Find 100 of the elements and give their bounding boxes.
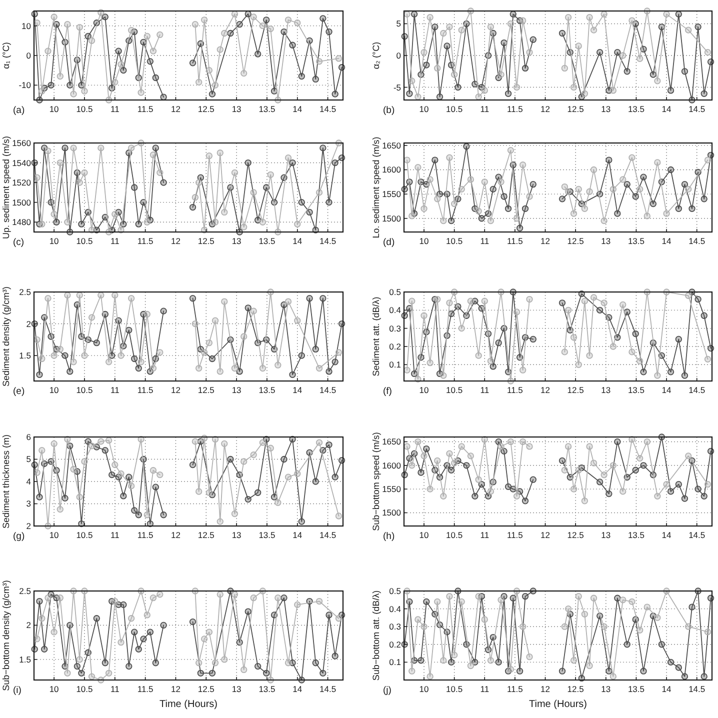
x-tick-label: 14 [292,236,302,246]
point [472,492,478,500]
point [487,217,494,224]
point [426,673,434,680]
point [614,594,621,602]
x-tick-label: 14.5 [688,104,706,114]
point [156,169,164,176]
point [93,340,100,346]
point [105,358,112,366]
x-tick-label: 10 [49,385,60,395]
point [189,618,196,626]
point [250,451,257,458]
point [34,174,40,181]
point [624,641,630,648]
point [131,507,138,514]
point [475,593,482,600]
point [450,200,458,208]
point [681,372,688,379]
point [522,205,529,212]
point [267,444,274,452]
point [498,443,504,450]
point [667,87,674,94]
point [289,371,296,378]
point [140,636,147,642]
point [146,58,154,65]
point [575,42,582,50]
x-tick-label: 13 [232,236,242,246]
y-tick-label: 0.1 [389,360,402,370]
point [564,605,572,612]
point [326,441,332,448]
point [335,55,342,62]
point [316,189,323,196]
text: (h) [383,531,395,542]
point [216,46,224,53]
point [332,159,338,166]
x-tick-label: 14 [662,530,672,540]
point [254,216,262,224]
point [500,448,508,455]
point [414,164,422,171]
point [62,144,68,152]
x-tick-label: 11 [480,236,490,246]
x-tick-label: 14 [662,684,672,694]
point [420,452,428,460]
y-tick-label: 3 [26,498,32,509]
point [76,24,83,31]
x-tick-label: 11 [480,684,490,694]
point [312,660,319,666]
point [131,628,138,636]
x-tick-label: 14.5 [688,385,706,395]
point [663,10,670,18]
point [200,16,208,24]
point [150,48,157,54]
x-tick-label: 11 [110,236,120,246]
point [526,296,533,303]
text: (f) [383,386,392,397]
point [244,159,252,166]
y-axis-title: Sediment density (g/cm³) [1,286,12,387]
point [564,443,572,450]
point [76,656,83,663]
point [140,38,147,46]
y-tick-label: 10 [22,20,32,31]
x-tick-label: 14.5 [688,530,706,540]
point [120,492,127,500]
point [420,49,428,56]
point [250,308,257,314]
point [620,596,626,604]
point [320,670,326,676]
point [316,58,323,65]
point [126,662,132,670]
point [632,466,639,474]
point [102,14,108,20]
x-tick-label: 13.5 [258,104,276,114]
point [206,340,213,346]
point [259,439,266,446]
point [526,49,533,56]
point [131,355,138,362]
y-tick-label: 0.4 [389,604,402,614]
point [294,317,301,324]
point [231,10,238,18]
point [78,220,85,228]
y-tick-label: 1600 [382,460,402,470]
point [475,208,482,214]
point [289,42,296,48]
point [704,49,712,56]
point [192,320,199,328]
point [270,494,278,500]
x-tick-label: 14 [662,385,672,395]
point [254,662,262,670]
y-axis-title: Sub−bottom att. (dB/λ) [371,590,382,681]
x-tick-label: 10.5 [76,236,94,246]
y-tick-label: 5 [26,454,32,464]
point [446,450,453,457]
point [98,144,104,152]
point [440,217,447,224]
point [250,594,257,602]
point [34,20,40,26]
point [467,298,474,304]
point [694,486,702,492]
point [418,469,424,476]
x-tick-label: 10 [419,236,429,246]
